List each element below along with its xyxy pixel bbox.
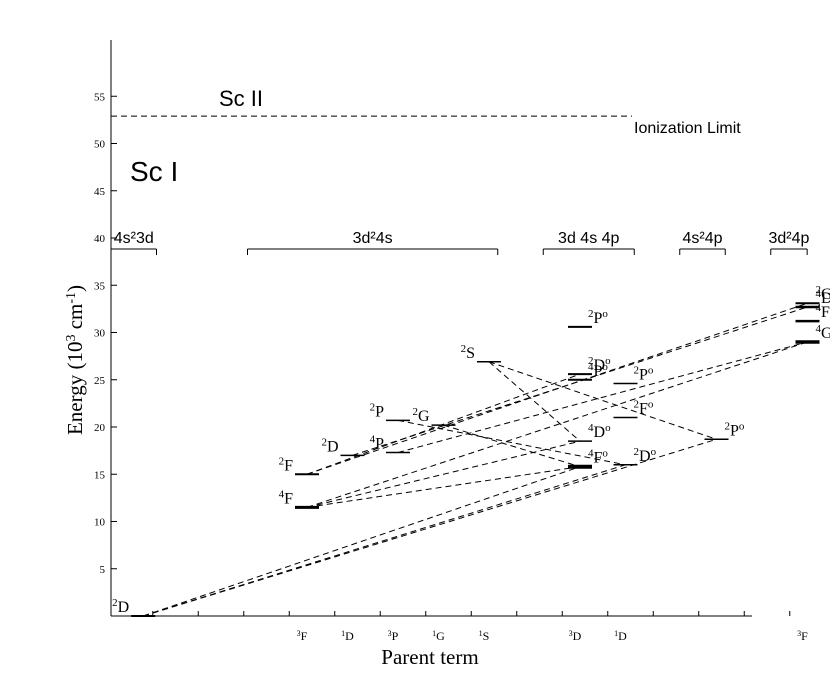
level-label: 2Go [816, 284, 830, 303]
atom-label: Sc I [130, 156, 178, 187]
level-label: 2F [279, 455, 294, 474]
x-tick-label: 3F [297, 629, 308, 644]
level-label: 2Fo [634, 399, 654, 418]
level-label: 4F [279, 488, 294, 507]
level-label: 2S [461, 343, 475, 362]
y-tick-label: 55 [94, 91, 106, 103]
level-label: 4Go [816, 323, 830, 342]
transition-lines [143, 303, 807, 616]
level-label: 2Do [634, 446, 657, 465]
transition-line [353, 307, 808, 455]
y-axis-label-unit-exp: -1 [64, 292, 79, 304]
y-tick-label: 15 [94, 469, 106, 481]
transition-line [143, 439, 716, 616]
y-tick-label: 5 [100, 564, 106, 576]
y-tick-label: 20 [94, 422, 106, 434]
y-axis-label-exp: 3 [64, 335, 79, 342]
y-axis-label-close: ) [63, 285, 87, 292]
y-tick-label: 35 [94, 280, 106, 292]
x-tick-label: 3P [388, 629, 399, 644]
level-label: 2Po [725, 420, 745, 439]
y-axis-label-unit: cm [63, 304, 87, 335]
level-label: 2P [370, 401, 385, 420]
ionization-limit-label: Ionization Limit [634, 120, 741, 137]
svg-text:Energy (103 cm-1): Energy (103 cm-1) [63, 285, 87, 435]
x-tick-label: 3F [797, 629, 808, 644]
y-tick-label: 40 [94, 233, 106, 245]
level-label: 2Po [588, 308, 608, 327]
y-axis-label: Energy (103 cm-1) [63, 285, 87, 435]
level-label: 4Do [588, 422, 611, 441]
config-label: 3d²4s [353, 230, 393, 247]
config-label: 3d 4s 4p [558, 230, 619, 247]
level-label: 4Fo [588, 448, 608, 467]
level-label: 4P [370, 434, 385, 453]
x-axis-label: Parent term [381, 645, 478, 669]
y-tick-label: 45 [94, 186, 106, 198]
x-tick-label: 1D [341, 629, 354, 644]
ion-label: Sc II [219, 86, 263, 111]
level-label: 2Po [634, 365, 654, 384]
y-tick-label: 30 [94, 328, 106, 340]
transition-line [444, 425, 581, 467]
config-label: 4s²3d [114, 230, 154, 247]
transition-line [143, 467, 580, 616]
transition-line [307, 441, 580, 507]
x-tick-label: 1S [479, 629, 490, 644]
x-tick-label: 1D [614, 629, 627, 644]
y-tick-label: 50 [94, 139, 106, 151]
x-tick-label: 3D [569, 629, 582, 644]
y-axis-label-main: Energy (10 [63, 342, 87, 436]
transition-line [143, 465, 625, 616]
transition-line [489, 362, 580, 441]
level-label: 2G [412, 406, 430, 425]
y-tick-label: 25 [94, 375, 106, 387]
config-label: 4s²4p [682, 230, 722, 247]
level-label: 2D [112, 597, 129, 616]
transition-line [307, 467, 580, 508]
transition-line [307, 374, 580, 474]
level-label: 2D [321, 436, 338, 455]
config-label: 3d²4p [768, 230, 809, 247]
x-tick-label: 1G [432, 629, 445, 644]
y-tick-label: 10 [94, 517, 106, 529]
energy-levels [131, 303, 819, 616]
